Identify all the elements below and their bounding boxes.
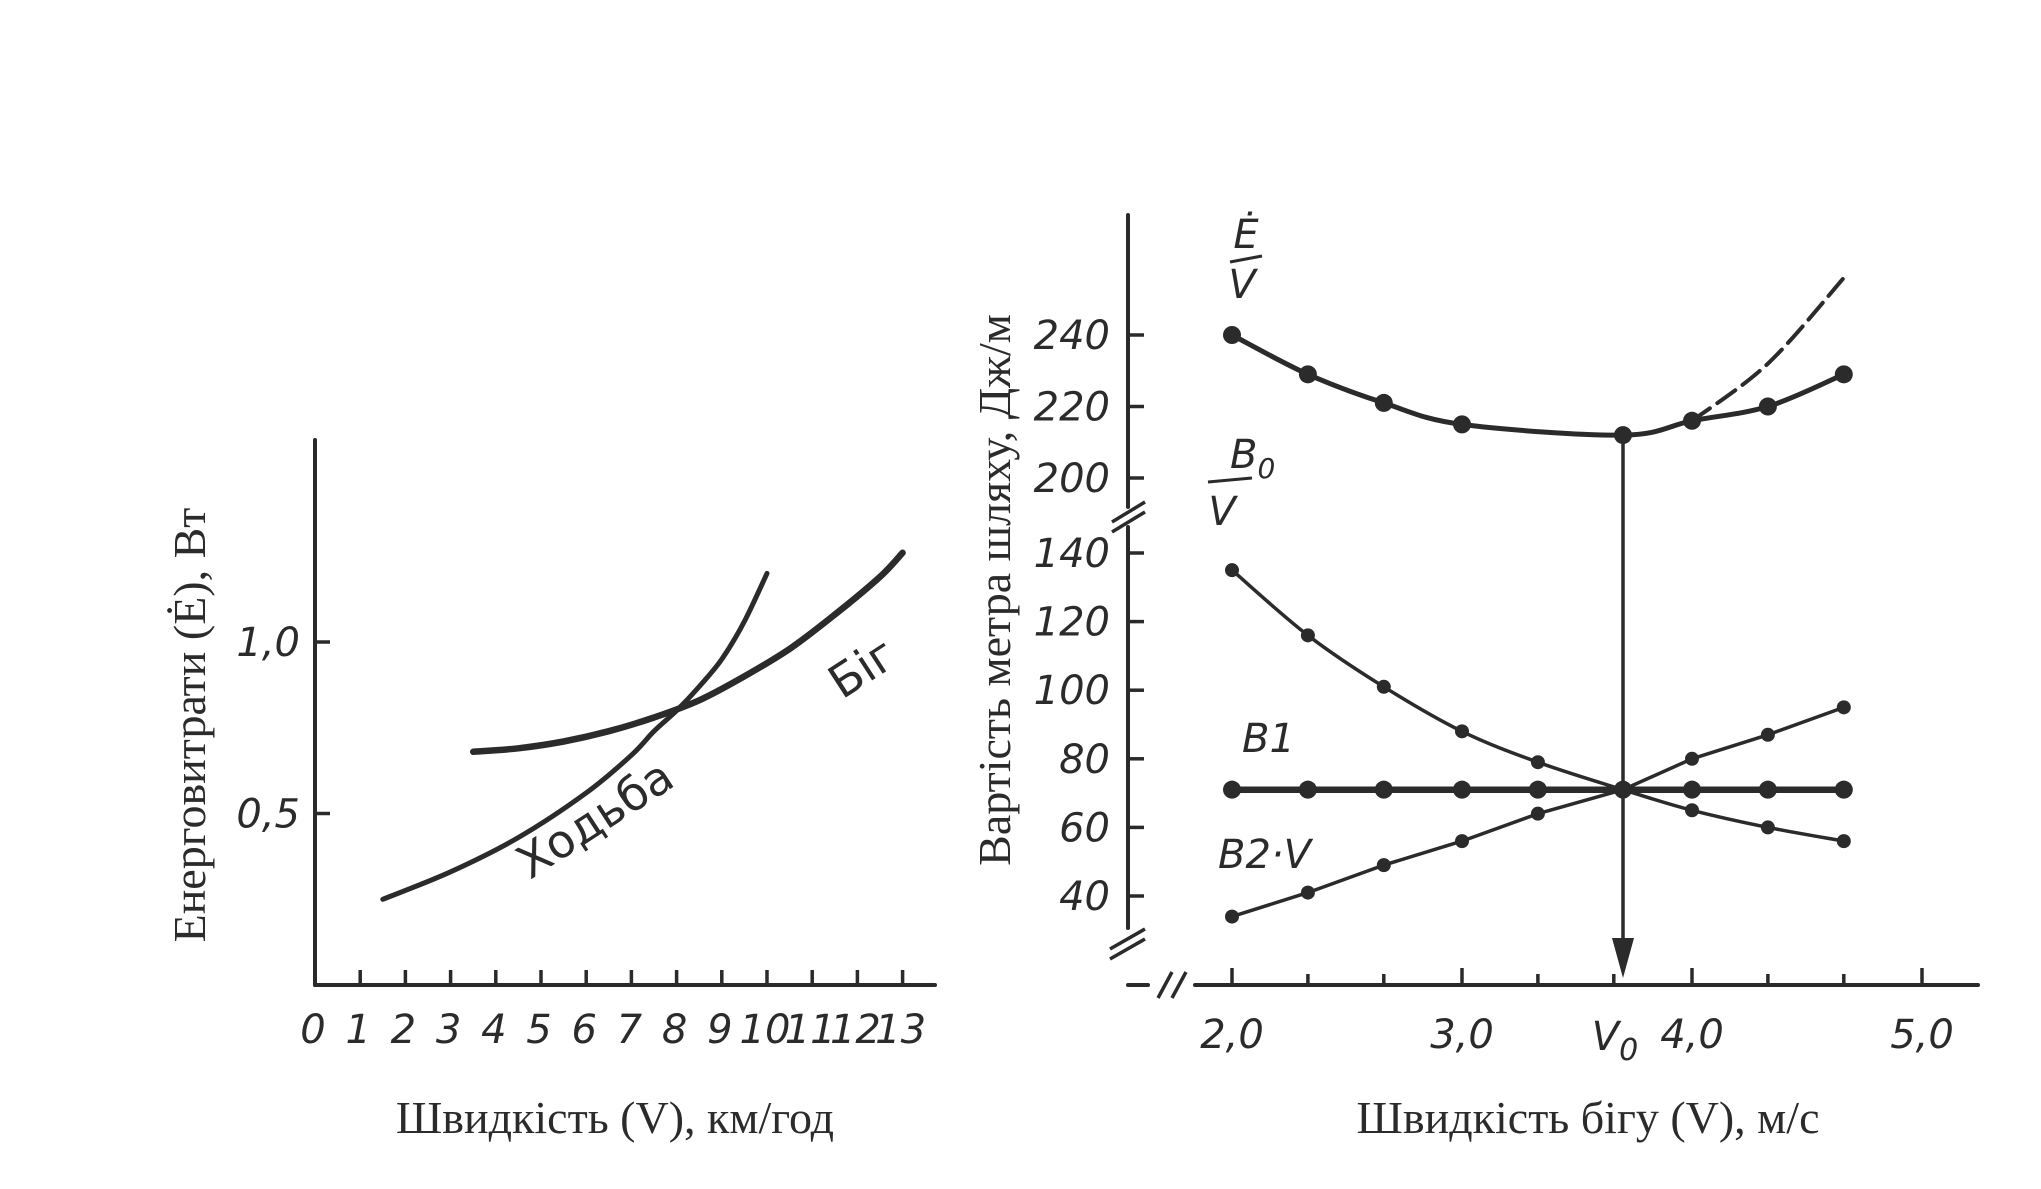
b1-line-point (1528, 780, 1547, 799)
ev-label-fraction-bar (1229, 254, 1263, 264)
b0v-curve-point (1300, 628, 1315, 643)
left-x-tick-label: 13 (875, 1007, 926, 1053)
right-y-tick-label: 140 (1034, 531, 1110, 577)
b1-line-point (1834, 780, 1853, 799)
ev-label-numerator: Ė (1233, 210, 1259, 258)
right-y-axis-title: Вартість метра шляху, Дж/м (969, 314, 1020, 866)
b0v-label-numerator: B0 (1230, 432, 1275, 485)
b1-line-point (1453, 780, 1471, 799)
left-y-tick-label: 1,0 (236, 620, 300, 666)
left-y-axis-title: Енерговитрати (Ė), Вт (164, 508, 215, 943)
left-x-tick-label: 0 (300, 1007, 325, 1053)
b0v-curve-point (1836, 834, 1851, 849)
b2v-line-point (1760, 727, 1775, 742)
optimum-arrow (1612, 435, 1634, 978)
right-y-tick-label: 240 (1034, 313, 1110, 359)
left-x-tick-label: 9 (707, 1007, 732, 1053)
ev-extrapolation-dashed (1690, 275, 1846, 423)
b0v-curve-point (1530, 755, 1545, 770)
left-series-group (380, 549, 906, 902)
b0v-curve-point (1455, 724, 1469, 739)
b2v-line-point (1300, 885, 1315, 900)
b0v-curve-point (1376, 679, 1391, 694)
ev-curve (1229, 332, 1847, 438)
b0v-curve-point (1760, 820, 1775, 835)
left-x-axis-title: Швидкість (V), км/год (396, 1092, 834, 1143)
left-x-tick-label: 8 (662, 1007, 687, 1053)
b0v-curve-point (1225, 563, 1239, 578)
b1-line-point (1223, 780, 1241, 799)
b1-line-point (1758, 780, 1777, 799)
b1-line-point (1298, 780, 1317, 799)
right-x-tick-label: 5,0 (1890, 1012, 1954, 1058)
right-x-tick-label: 4,0 (1660, 1012, 1724, 1058)
b0v-curve (1230, 568, 1846, 843)
left-x-tick-label: 7 (617, 1007, 643, 1053)
right-x-ticks: 2,0 3,0 4,0 5,0 V0 (1200, 968, 1954, 1068)
b2v-line-point (1836, 700, 1851, 715)
right-series-group (1223, 275, 1853, 924)
right-x-tick-label: 2,0 (1200, 1012, 1264, 1058)
left-x-tick-label: 1 (345, 1007, 370, 1053)
right-y-tick-label: 80 (1059, 737, 1110, 783)
ev-curve-point (1453, 415, 1471, 434)
right-y-tick-label: 100 (1034, 668, 1110, 714)
y-axis-break-upper (1111, 500, 1146, 534)
b0v-series-label: B0 V (1207, 432, 1275, 535)
b2v-line-point (1225, 909, 1239, 924)
right-y-tick-label: 200 (1034, 456, 1110, 502)
v0-tick-label: V0 (1592, 1014, 1638, 1068)
left-x-tick-label: 6 (571, 1007, 596, 1053)
left-x-tick-label: 3 (436, 1007, 461, 1053)
left-x-tick-label: 11 (785, 1007, 836, 1053)
b1-line-point (1374, 780, 1393, 799)
b1-series-label: B1 (1242, 716, 1295, 762)
right-y-ticks: 200 220 240 40 60 80 100 120 140 (1034, 313, 1144, 920)
right-chart: 2,0 3,0 4,0 5,0V0 200220240406080100120140 … (969, 210, 1980, 1143)
ev-curve-point (1298, 365, 1317, 384)
ev-curve-point (1758, 397, 1777, 416)
run-curve-label: Біг (819, 627, 906, 710)
run-curve (469, 549, 906, 756)
ev-curve-point (1834, 365, 1853, 384)
left-y-tick-label: 0,5 (236, 792, 300, 838)
right-y-tick-label: 120 (1034, 600, 1110, 646)
b0v-label-fraction-bar (1207, 476, 1253, 484)
walk-curve (380, 570, 770, 902)
left-x-tick-label: 12 (830, 1007, 881, 1053)
right-x-tick-label: 3,0 (1430, 1012, 1494, 1058)
ev-series-label: Ė V (1228, 210, 1263, 308)
right-y-tick-label: 40 (1059, 874, 1110, 920)
b0v-curve-point (1685, 803, 1699, 818)
walk-curve-label: Ходьба (507, 749, 683, 890)
b2v-line-point (1376, 858, 1391, 873)
left-x-tick-label: 2 (391, 1007, 416, 1053)
left-x-tick-label: 10 (740, 1007, 791, 1053)
b2v-line-point (1685, 751, 1699, 766)
ev-label-denominator: V (1228, 262, 1258, 308)
y-axis-break-lower (1109, 927, 1146, 961)
optimum-arrow-head (1612, 938, 1634, 978)
b0v-label-denominator: V (1208, 489, 1238, 535)
b2v-line-point (1530, 806, 1545, 821)
right-x-axis-title: Швидкість бігу (V), м/с (1357, 1092, 1820, 1143)
left-y-ticks: 0,5 1,0 (236, 620, 330, 838)
ev-curve-point (1374, 393, 1393, 412)
right-y-tick-label: 60 (1059, 805, 1110, 851)
b2v-series-label: B2·V (1218, 832, 1314, 878)
x-axis-break (1156, 971, 1188, 999)
left-x-tick-label: 5 (526, 1007, 551, 1053)
left-x-tick-label: 4 (481, 1007, 506, 1053)
b2v-line-point (1455, 834, 1469, 849)
right-y-tick-label: 220 (1034, 385, 1110, 431)
ev-curve-point (1223, 326, 1241, 344)
b1-line-point (1683, 780, 1701, 799)
